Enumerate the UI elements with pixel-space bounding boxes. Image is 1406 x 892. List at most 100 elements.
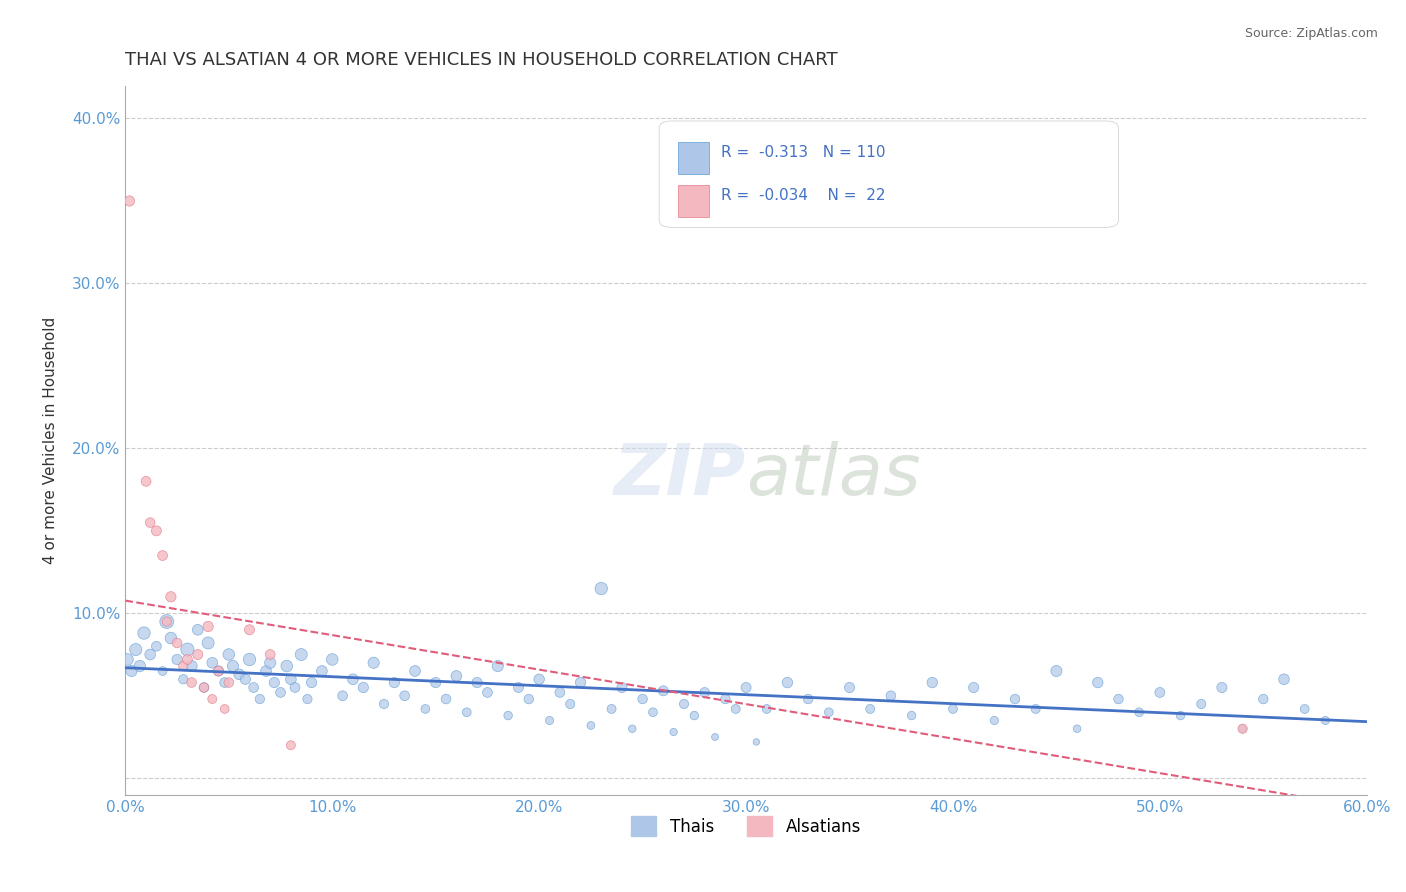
Point bbox=[284, 681, 307, 695]
Point bbox=[1211, 681, 1233, 695]
Point bbox=[193, 681, 215, 695]
Point bbox=[249, 692, 271, 706]
Point bbox=[152, 549, 174, 563]
Point bbox=[172, 659, 194, 673]
Point bbox=[139, 648, 162, 662]
Point bbox=[193, 681, 215, 695]
Text: ZIP: ZIP bbox=[614, 441, 747, 510]
Point bbox=[1004, 692, 1026, 706]
Point bbox=[280, 672, 302, 686]
Point bbox=[270, 685, 292, 699]
Point bbox=[538, 714, 561, 728]
Point bbox=[662, 725, 685, 739]
Point bbox=[776, 675, 799, 690]
Point bbox=[152, 664, 174, 678]
Point bbox=[125, 642, 148, 657]
Point bbox=[704, 730, 727, 744]
Point bbox=[579, 718, 602, 732]
Point bbox=[207, 664, 229, 678]
Point bbox=[1253, 692, 1275, 706]
Point bbox=[838, 681, 860, 695]
Point bbox=[172, 672, 194, 686]
Point bbox=[1315, 714, 1337, 728]
Point bbox=[496, 708, 519, 723]
Point bbox=[238, 623, 260, 637]
Point bbox=[683, 708, 706, 723]
Point bbox=[117, 652, 139, 666]
Point bbox=[218, 648, 240, 662]
Text: THAI VS ALSATIAN 4 OR MORE VEHICLES IN HOUSEHOLD CORRELATION CHART: THAI VS ALSATIAN 4 OR MORE VEHICLES IN H… bbox=[125, 51, 838, 69]
Point bbox=[242, 681, 264, 695]
Point bbox=[1128, 705, 1150, 719]
Point bbox=[610, 681, 633, 695]
Point bbox=[560, 697, 582, 711]
Point bbox=[321, 652, 343, 666]
Point bbox=[652, 683, 675, 698]
Point bbox=[394, 689, 416, 703]
Point bbox=[160, 631, 183, 645]
Point bbox=[425, 675, 447, 690]
Point bbox=[1189, 697, 1212, 711]
Point bbox=[1025, 702, 1047, 716]
Point bbox=[621, 722, 644, 736]
Point bbox=[880, 689, 903, 703]
Point bbox=[1294, 702, 1316, 716]
Point bbox=[259, 656, 281, 670]
Point bbox=[311, 664, 333, 678]
Point bbox=[139, 516, 162, 530]
Point bbox=[201, 692, 224, 706]
Point bbox=[118, 194, 141, 208]
Point bbox=[187, 623, 209, 637]
Point bbox=[156, 615, 179, 629]
Point bbox=[176, 652, 198, 666]
Point bbox=[755, 702, 778, 716]
Point bbox=[817, 705, 839, 719]
FancyBboxPatch shape bbox=[659, 121, 1119, 227]
Point bbox=[745, 735, 768, 749]
Point bbox=[1066, 722, 1088, 736]
FancyBboxPatch shape bbox=[678, 142, 709, 174]
Point bbox=[373, 697, 395, 711]
Point bbox=[548, 685, 571, 699]
Y-axis label: 4 or more Vehicles in Household: 4 or more Vehicles in Household bbox=[44, 317, 58, 564]
FancyBboxPatch shape bbox=[678, 185, 709, 217]
Point bbox=[352, 681, 374, 695]
Point bbox=[465, 675, 488, 690]
Point bbox=[508, 681, 530, 695]
Point bbox=[527, 672, 550, 686]
Point bbox=[735, 681, 758, 695]
Point bbox=[290, 648, 312, 662]
Point bbox=[446, 669, 468, 683]
Point bbox=[121, 664, 143, 678]
Point bbox=[280, 738, 302, 752]
Point bbox=[263, 675, 285, 690]
Point bbox=[238, 652, 260, 666]
Point bbox=[332, 689, 354, 703]
Point bbox=[342, 672, 364, 686]
Point bbox=[132, 626, 155, 640]
Point bbox=[434, 692, 457, 706]
Point bbox=[631, 692, 654, 706]
Point bbox=[214, 675, 236, 690]
Point bbox=[1232, 722, 1254, 736]
Point bbox=[962, 681, 984, 695]
Point bbox=[921, 675, 943, 690]
Point bbox=[207, 664, 229, 678]
Point bbox=[942, 702, 965, 716]
Point bbox=[176, 642, 198, 657]
Point bbox=[859, 702, 882, 716]
Point bbox=[197, 619, 219, 633]
Text: R =  -0.313   N = 110: R = -0.313 N = 110 bbox=[721, 145, 886, 161]
Point bbox=[235, 672, 257, 686]
Point bbox=[1232, 722, 1254, 736]
Point bbox=[145, 524, 167, 538]
Point bbox=[1149, 685, 1171, 699]
Point bbox=[214, 702, 236, 716]
Point bbox=[1045, 664, 1067, 678]
Point bbox=[254, 664, 277, 678]
Point bbox=[456, 705, 478, 719]
Point bbox=[1170, 708, 1192, 723]
Point bbox=[569, 675, 592, 690]
Point bbox=[382, 675, 405, 690]
Point bbox=[1272, 672, 1295, 686]
